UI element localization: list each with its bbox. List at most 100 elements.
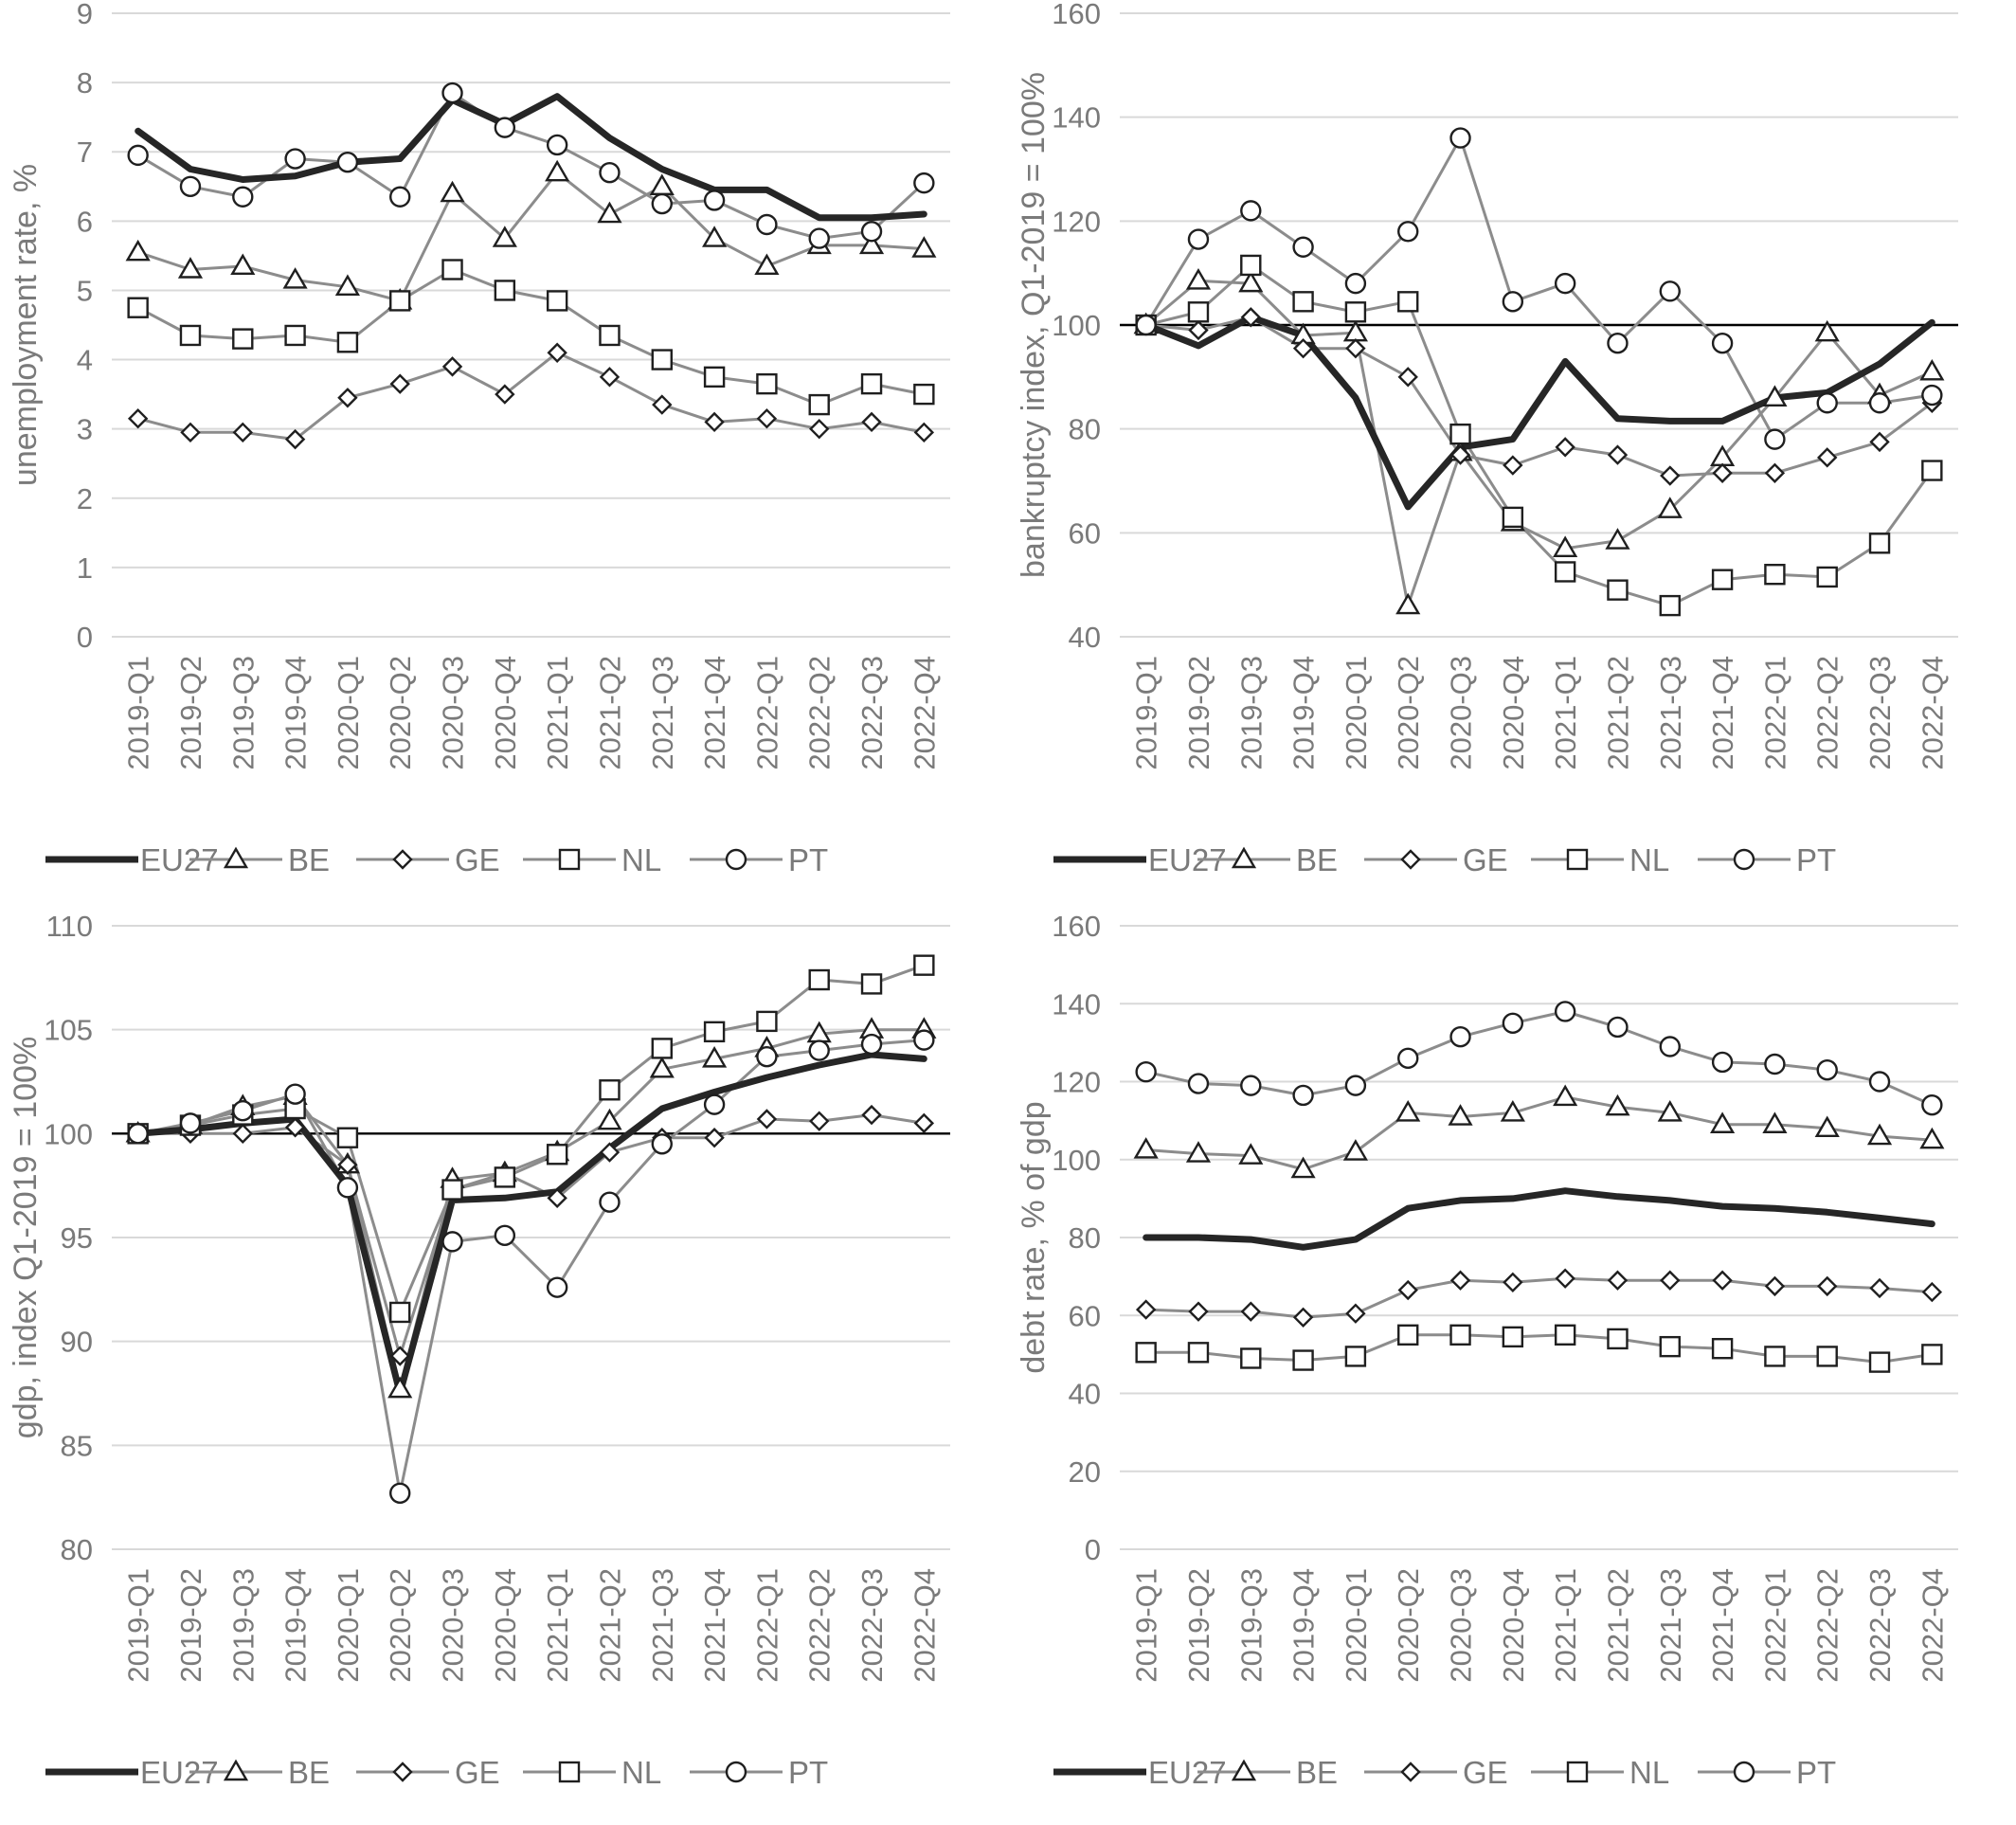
- unemployment-point-be: [282, 267, 308, 289]
- bankruptcy-point-ge: [1240, 307, 1261, 328]
- debt-point-be: [1500, 1100, 1525, 1122]
- unemployment-point-nl: [599, 324, 621, 347]
- unemployment-point-nl: [127, 297, 149, 318]
- unemployment-x-tick-label: 2020-Q2: [384, 656, 417, 770]
- unemployment-series-line-be: [136, 171, 926, 302]
- debt-point-nl: [1554, 1324, 1576, 1346]
- debt-y-tick-label: 20: [1069, 1455, 1101, 1489]
- gdp-series-line-be: [136, 1028, 926, 1391]
- bankruptcy-point-nl: [1449, 423, 1471, 445]
- unemployment-y-tick-label: 8: [77, 66, 93, 99]
- debt-legend-marker-ge: [1400, 1762, 1421, 1782]
- unemployment-series-line-nl: [136, 268, 926, 407]
- unemployment-point-ge: [337, 388, 358, 408]
- bankruptcy-x-tick-label: 2019-Q4: [1287, 656, 1321, 770]
- unemployment-point-nl: [546, 290, 568, 312]
- unemployment-point-ge: [232, 422, 253, 443]
- debt-point-ge: [1188, 1301, 1209, 1322]
- gdp-point-nl: [913, 954, 935, 976]
- bankruptcy-x-tick-label: 2020-Q4: [1497, 656, 1530, 770]
- debt-point-pt: [1292, 1084, 1314, 1107]
- unemployment-x-tick-label: 2021-Q1: [541, 656, 574, 770]
- debt-point-pt: [1344, 1075, 1367, 1096]
- debt-series-line-nl: [1144, 1333, 1934, 1364]
- debt-x-tick-label: 2019-Q3: [1234, 1568, 1268, 1683]
- bankruptcy-x-tick-label: 2022-Q1: [1758, 656, 1791, 770]
- bankruptcy-point-be: [1395, 592, 1421, 615]
- debt-y-tick-label: 60: [1069, 1299, 1101, 1332]
- debt-x-tick-label: 2020-Q1: [1340, 1568, 1373, 1683]
- gdp-y-tick-label: 80: [61, 1533, 93, 1566]
- debt-x-tick-label: 2022-Q3: [1863, 1568, 1897, 1683]
- bankruptcy-x-tick-label: 2019-Q3: [1234, 656, 1268, 770]
- bankruptcy-series-line-ge: [1144, 316, 1934, 478]
- gdp-point-nl: [441, 1179, 463, 1201]
- debt-point-nl: [1344, 1346, 1367, 1367]
- bankruptcy-point-pt: [1659, 280, 1681, 302]
- gdp-y-tick-label: 85: [61, 1429, 93, 1462]
- bankruptcy-x-tick-label: 2019-Q1: [1130, 656, 1163, 770]
- bankruptcy-series-line-nl: [1144, 263, 1934, 607]
- unemployment-point-pt: [179, 175, 202, 197]
- debt-point-nl: [1449, 1324, 1471, 1346]
- gdp-point-pt: [494, 1224, 516, 1247]
- debt-point-ge: [1240, 1301, 1261, 1322]
- bankruptcy-x-tick-label: 2020-Q3: [1445, 656, 1478, 770]
- bankruptcy-x-tick-label: 2020-Q1: [1340, 656, 1373, 770]
- bankruptcy-point-pt: [1607, 332, 1629, 354]
- bankruptcy-point-pt: [1554, 272, 1576, 295]
- unemployment-point-ge: [913, 422, 935, 443]
- bankruptcy-y-tick-label: 40: [1069, 621, 1101, 654]
- debt-point-pt: [1764, 1053, 1786, 1075]
- bankruptcy-point-pt: [1344, 272, 1367, 295]
- gdp-point-be: [597, 1108, 622, 1130]
- gdp-legend-label-pt: PT: [788, 1755, 828, 1790]
- bankruptcy-point-nl: [1292, 291, 1314, 313]
- debt-y-tick-label: 140: [1052, 987, 1101, 1021]
- debt-point-ge: [1345, 1303, 1366, 1324]
- gdp-point-ge: [547, 1187, 567, 1209]
- debt-legend-item-ge: GE: [1364, 1755, 1508, 1790]
- gdp-point-nl: [860, 973, 883, 995]
- bankruptcy-point-ge: [1712, 462, 1733, 483]
- bankruptcy-point-ge: [1764, 462, 1786, 483]
- unemployment-x-tick-label: 2020-Q1: [332, 656, 365, 770]
- bankruptcy-point-nl: [1816, 566, 1838, 588]
- gdp-point-nl: [651, 1038, 673, 1059]
- debt-point-ge: [1135, 1299, 1157, 1320]
- debt-point-nl: [1397, 1324, 1419, 1346]
- debt-series-line-pt: [1144, 1010, 1934, 1107]
- unemployment-point-be: [911, 236, 937, 258]
- debt-point-be: [1342, 1139, 1368, 1161]
- gdp-point-pt: [179, 1112, 202, 1134]
- debt-point-be: [1762, 1111, 1788, 1133]
- gdp-x-tick-label: 2022-Q2: [803, 1568, 837, 1683]
- gdp-x-tick-label: 2022-Q1: [750, 1568, 783, 1683]
- debt-series-line-ge: [1144, 1276, 1934, 1319]
- gdp-y-tick-label: 95: [61, 1221, 93, 1255]
- gdp-legend-label-nl: NL: [621, 1755, 661, 1790]
- gdp-point-ge: [756, 1109, 778, 1129]
- gdp-legend-marker-nl: [558, 1761, 581, 1783]
- gdp-x-tick-label: 2019-Q2: [174, 1568, 207, 1683]
- gdp-legend-item-pt: PT: [690, 1755, 828, 1790]
- bankruptcy-chart-panel: 40 60 80 100 120 140 160 2019-Q1 2019-Q2 2019-Q3 2…: [1008, 0, 2016, 912]
- gdp-x-tick-label: 2019-Q3: [226, 1568, 260, 1683]
- debt-x-tick-label: 2022-Q1: [1758, 1568, 1791, 1683]
- debt-point-be: [1395, 1100, 1421, 1122]
- gdp-legend-item-nl: NL: [523, 1755, 661, 1790]
- unemployment-x-tick-label: 2019-Q3: [226, 656, 260, 770]
- bankruptcy-point-be: [1762, 385, 1788, 407]
- debt-point-be: [1238, 1143, 1264, 1165]
- debt-point-be: [1919, 1127, 1945, 1149]
- gdp-point-pt: [599, 1191, 621, 1213]
- debt-x-tick-label: 2020-Q4: [1497, 1568, 1530, 1683]
- bankruptcy-point-be: [1238, 270, 1264, 293]
- bankruptcy-point-ge: [1397, 367, 1418, 388]
- debt-point-be: [1814, 1115, 1840, 1138]
- debt-point-ge: [1449, 1270, 1471, 1291]
- gdp-point-be: [649, 1056, 675, 1078]
- bankruptcy-y-axis-label: bankruptcy index, Q1-2019 = 100%: [1016, 72, 1052, 578]
- unemployment-point-nl: [756, 372, 778, 395]
- bankruptcy-point-ge: [1188, 319, 1209, 341]
